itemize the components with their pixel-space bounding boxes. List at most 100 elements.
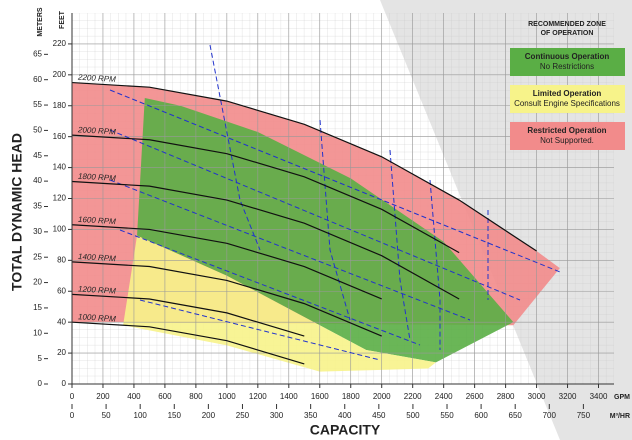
series-label: 1400 RPM bbox=[78, 252, 117, 263]
y-tick-label: 200 bbox=[53, 70, 67, 79]
y2-tick-label: 15 bbox=[33, 303, 42, 312]
x-tick-label: 600 bbox=[158, 392, 172, 401]
x-tick-label: 2800 bbox=[497, 392, 515, 401]
x2-tick-label: 350 bbox=[304, 411, 318, 420]
series-label: 1000 RPM bbox=[78, 312, 117, 323]
x2-tick-label: 0 bbox=[70, 411, 75, 420]
y2-tick-label: 45 bbox=[33, 151, 42, 160]
legend-title: RECOMMENDED ZONE bbox=[528, 21, 606, 28]
x-tick-label: 400 bbox=[127, 392, 141, 401]
y-unit: FEET bbox=[59, 10, 66, 29]
y2-tick-label: 25 bbox=[33, 252, 42, 261]
x-tick-label: 2600 bbox=[466, 392, 484, 401]
x2-tick-label: 50 bbox=[102, 411, 111, 420]
series-label: 1600 RPM bbox=[78, 215, 117, 226]
y-tick-label: 100 bbox=[53, 225, 67, 234]
x-tick-label: 1000 bbox=[218, 392, 236, 401]
y-tick-label: 120 bbox=[53, 194, 67, 203]
y2-tick-label: 30 bbox=[33, 227, 42, 236]
legend-swatch bbox=[510, 85, 625, 113]
reference-lines bbox=[109, 44, 561, 361]
rpm-curve bbox=[72, 224, 382, 300]
legend-title: OF OPERATION bbox=[541, 30, 594, 37]
legend-description: Not Supported. bbox=[540, 136, 594, 145]
x-tick-label: 3000 bbox=[528, 392, 546, 401]
y-tick-label: 140 bbox=[53, 163, 67, 172]
y-tick-label: 40 bbox=[57, 317, 66, 326]
x-tick-label: 200 bbox=[96, 392, 110, 401]
reference-line bbox=[429, 179, 441, 350]
y2-tick-label: 60 bbox=[33, 75, 42, 84]
legend-description: No Restrictions bbox=[540, 62, 594, 71]
legend-swatch bbox=[510, 48, 625, 76]
x2-tick-label: 450 bbox=[372, 411, 386, 420]
x-tick-label: 2200 bbox=[404, 392, 422, 401]
y-tick-label: 80 bbox=[57, 255, 66, 264]
series-label: 1800 RPM bbox=[78, 172, 117, 183]
rpm-curve bbox=[72, 134, 460, 254]
y2-tick-label: 35 bbox=[33, 202, 42, 211]
legend: RECOMMENDED ZONE OF OPERATION Restricted… bbox=[510, 21, 625, 150]
y-tick-label: 220 bbox=[53, 39, 67, 48]
reference-line bbox=[109, 179, 471, 321]
legend-label: Restricted Operation bbox=[527, 126, 606, 135]
x-tick-label: 2400 bbox=[435, 392, 453, 401]
y2-tick-label: 65 bbox=[33, 49, 42, 58]
x2-tick-label: 300 bbox=[270, 411, 284, 420]
y2-tick-label: 10 bbox=[33, 328, 42, 337]
reference-line bbox=[389, 149, 411, 341]
x2-unit: M³/HR bbox=[610, 413, 630, 420]
x2-tick-label: 750 bbox=[577, 411, 591, 420]
rpm-curve bbox=[72, 81, 537, 252]
x-tick-label: 3200 bbox=[559, 392, 577, 401]
y-tick-label: 20 bbox=[57, 348, 66, 357]
y-tick-label: 0 bbox=[62, 379, 67, 388]
x-unit: GPM bbox=[614, 394, 630, 401]
curves bbox=[72, 81, 537, 365]
x2-tick-label: 200 bbox=[202, 411, 216, 420]
rpm-curve bbox=[72, 180, 460, 300]
series-label: 2000 RPM bbox=[77, 125, 117, 136]
reference-line bbox=[109, 89, 561, 273]
x-tick-label: 0 bbox=[70, 392, 75, 401]
x-tick-label: 1800 bbox=[342, 392, 360, 401]
x-tick-label: 1600 bbox=[311, 392, 329, 401]
zone bbox=[123, 235, 436, 372]
zones bbox=[72, 82, 560, 372]
series-label: 2200 RPM bbox=[77, 73, 117, 84]
y2-tick-label: 0 bbox=[38, 379, 43, 388]
x-axis-title: CAPACITY bbox=[310, 422, 381, 438]
y-tick-label: 160 bbox=[53, 132, 67, 141]
reference-line bbox=[109, 129, 521, 301]
x-tick-label: 1400 bbox=[280, 392, 298, 401]
x-tick-label: 800 bbox=[189, 392, 203, 401]
x2-tick-label: 700 bbox=[543, 411, 557, 420]
x2-tick-label: 500 bbox=[406, 411, 420, 420]
y-axis-title: TOTAL DYNAMIC HEAD bbox=[9, 133, 25, 291]
legend-label: Continuous Operation bbox=[525, 52, 610, 61]
y2-tick-label: 5 bbox=[38, 354, 43, 363]
reference-line bbox=[139, 299, 381, 361]
legend-description: Consult Engine Specifications bbox=[514, 99, 620, 108]
x2-tick-label: 600 bbox=[474, 411, 488, 420]
x2-tick-label: 250 bbox=[236, 411, 250, 420]
x-tick-label: 2000 bbox=[373, 392, 391, 401]
reference-line bbox=[319, 119, 351, 321]
x-tick-label: 1200 bbox=[249, 392, 267, 401]
x2-tick-label: 100 bbox=[134, 411, 148, 420]
y2-tick-label: 20 bbox=[33, 278, 42, 287]
x2-tick-label: 400 bbox=[338, 411, 352, 420]
legend-label: Limited Operation bbox=[533, 89, 602, 98]
reference-line bbox=[209, 44, 261, 251]
y2-tick-label: 50 bbox=[33, 126, 42, 135]
legend-swatch bbox=[510, 122, 625, 150]
rpm-curve bbox=[72, 293, 305, 337]
y2-tick-label: 55 bbox=[33, 100, 42, 109]
series-label: 1200 RPM bbox=[78, 284, 117, 295]
y-tick-label: 60 bbox=[57, 286, 66, 295]
y-tick-label: 180 bbox=[53, 101, 67, 110]
x2-tick-label: 150 bbox=[168, 411, 182, 420]
y2-unit: METERS bbox=[37, 7, 44, 37]
rpm-curve bbox=[72, 321, 305, 365]
